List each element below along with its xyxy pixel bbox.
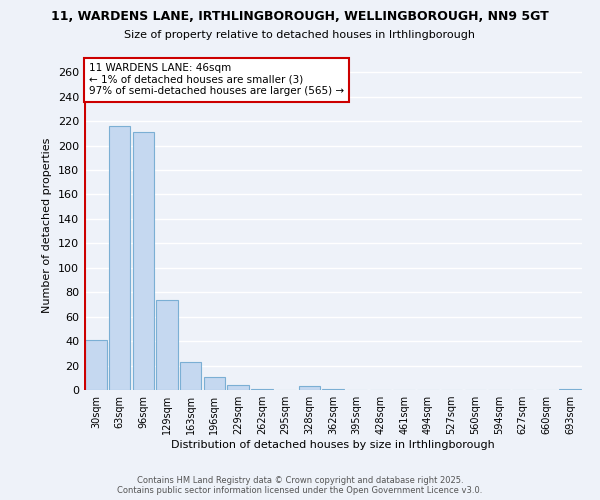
- Text: 11, WARDENS LANE, IRTHLINGBOROUGH, WELLINGBOROUGH, NN9 5GT: 11, WARDENS LANE, IRTHLINGBOROUGH, WELLI…: [51, 10, 549, 23]
- Bar: [204, 376, 225, 390]
- X-axis label: Distribution of detached houses by size in Irthlingborough: Distribution of detached houses by size …: [171, 440, 495, 450]
- Text: 11 WARDENS LANE: 46sqm
← 1% of detached houses are smaller (3)
97% of semi-detac: 11 WARDENS LANE: 46sqm ← 1% of detached …: [89, 64, 344, 96]
- Text: Size of property relative to detached houses in Irthlingborough: Size of property relative to detached ho…: [125, 30, 476, 40]
- Bar: [251, 389, 272, 390]
- Bar: [322, 389, 344, 390]
- Bar: [85, 340, 107, 390]
- Bar: [559, 389, 581, 390]
- Bar: [180, 362, 202, 390]
- Bar: [299, 386, 320, 390]
- Text: Contains HM Land Registry data © Crown copyright and database right 2025.
Contai: Contains HM Land Registry data © Crown c…: [118, 476, 482, 495]
- Bar: [157, 300, 178, 390]
- Y-axis label: Number of detached properties: Number of detached properties: [43, 138, 52, 312]
- Bar: [133, 132, 154, 390]
- Bar: [109, 126, 130, 390]
- Bar: [227, 385, 249, 390]
